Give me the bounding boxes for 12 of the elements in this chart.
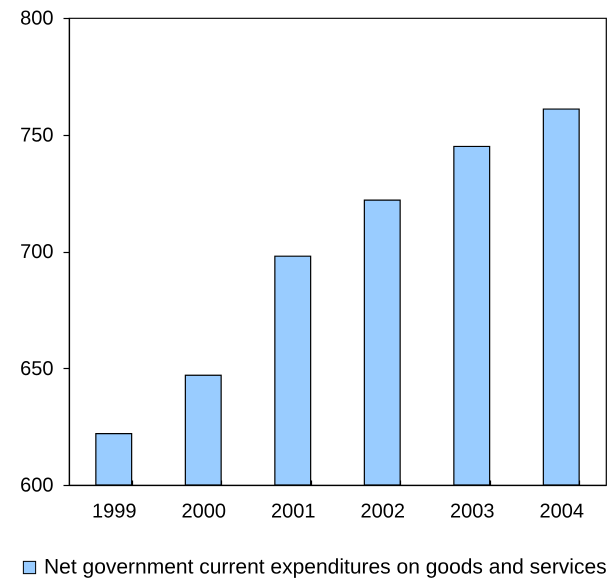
- x-tick-label: 2001: [271, 500, 316, 522]
- legend-label: Net government current expenditures on goods and services: [44, 556, 607, 578]
- y-tick-label: 600: [20, 474, 54, 496]
- y-tick-label: 650: [20, 358, 54, 380]
- y-tick-label: 800: [20, 8, 54, 30]
- x-tick-label: 2003: [450, 500, 494, 522]
- x-tick-label: 2004: [540, 500, 584, 522]
- x-tick-label: 1999: [92, 500, 136, 522]
- y-tick-label: 750: [20, 124, 54, 146]
- x-tick-label: 2000: [182, 500, 226, 522]
- x-tick-label: 2002: [360, 500, 405, 522]
- y-tick-label: 700: [20, 241, 54, 263]
